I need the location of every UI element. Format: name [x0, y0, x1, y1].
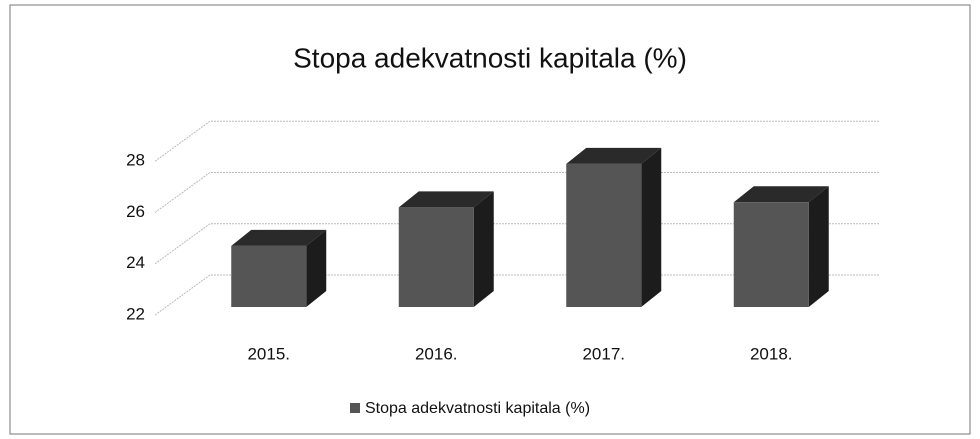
bar	[231, 245, 307, 307]
x-tick-label: 2016.	[415, 344, 458, 363]
y-tick-label: 28	[126, 151, 145, 170]
legend-label: Stopa adekvatnosti kapitala (%)	[365, 400, 590, 417]
grid-line	[154, 120, 880, 162]
bar-side	[306, 229, 327, 307]
bar-top	[566, 147, 662, 164]
bar-side	[808, 186, 829, 307]
bar-top	[733, 186, 829, 203]
x-tick-label: 2017.	[582, 344, 625, 363]
bar-top	[398, 191, 494, 208]
legend-swatch	[350, 403, 360, 413]
x-tick-label: 2015.	[247, 344, 290, 363]
x-tick-label: 2018.	[750, 344, 793, 363]
y-tick-label: 22	[126, 304, 145, 323]
chart-title: Stopa adekvatnosti kapitala (%)	[293, 42, 687, 73]
bar-side	[473, 191, 494, 307]
y-tick-label: 24	[126, 253, 145, 272]
bar	[733, 202, 809, 307]
y-tick-label: 26	[126, 202, 145, 221]
bar	[398, 207, 474, 307]
bar	[566, 163, 642, 307]
bar-side	[641, 147, 662, 307]
bar-top	[231, 229, 327, 246]
